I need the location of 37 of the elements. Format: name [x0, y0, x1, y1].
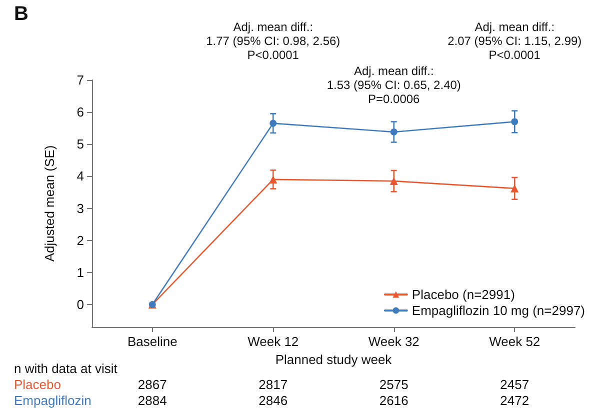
text: 2817 — [258, 377, 288, 392]
point — [269, 175, 278, 184]
x-tick-label: Baseline — [127, 334, 178, 349]
text: Empagliflozin — [14, 393, 92, 408]
x-axis-title: Planned study week — [275, 352, 392, 367]
point — [511, 118, 518, 126]
text: 2884 — [138, 393, 167, 408]
text: 2846 — [258, 393, 288, 408]
y-tick-label: 1 — [76, 264, 84, 280]
x-tick-label: Week 12 — [248, 334, 299, 349]
x-tick-label: Week 32 — [368, 334, 420, 349]
y-tick-label: 6 — [76, 104, 84, 120]
y-tick-label: 3 — [76, 200, 84, 216]
text: 2616 — [379, 393, 408, 408]
text: Adj. mean diff.: 2.07 (95% CI: 1.15, 2.99) P<0.0001 — [448, 20, 582, 62]
text: n with data at visit — [14, 361, 118, 376]
text: 2867 — [138, 377, 167, 392]
y-tick-label: 2 — [76, 232, 84, 248]
text: 2575 — [379, 377, 408, 392]
text: B — [14, 3, 28, 25]
point — [390, 128, 398, 136]
legend-label: Placebo (n=2991) — [412, 287, 515, 302]
y-tick-label: 0 — [76, 297, 84, 312]
point — [390, 177, 398, 186]
y-tick-label: 5 — [76, 136, 84, 152]
annotation: Adj. mean diff.: 1.53 (95% CI: 0.65, 2.40) P=0.0006 — [326, 64, 461, 106]
text: 2457 — [500, 377, 530, 392]
y-tick-label: 7 — [76, 72, 84, 88]
x-tick-label: Week 52 — [489, 334, 540, 349]
point — [270, 120, 277, 127]
y-axis-title: Adjusted mean (SE) — [42, 145, 57, 262]
y-tick-label: 4 — [76, 168, 84, 184]
text: Adj. mean diff.: 1.77 (95% CI: 0.98, 2.56) P<0.0001 — [206, 20, 340, 62]
point — [510, 184, 519, 192]
text: Placebo — [14, 377, 61, 392]
legend-label: Empagliflozin 10 mg (n=2997) — [412, 303, 586, 318]
text: 2472 — [500, 393, 530, 408]
